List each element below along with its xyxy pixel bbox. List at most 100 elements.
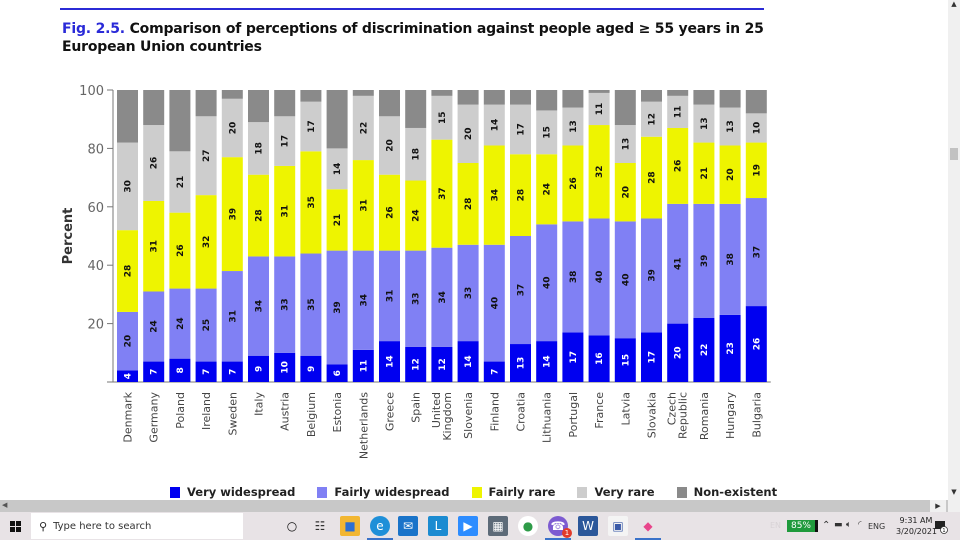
bar-stack: 20 41 26 11 <box>667 90 689 382</box>
data-label: 20 <box>124 335 134 348</box>
bar-stack: 7 40 34 14 <box>483 90 505 382</box>
data-label: 39 <box>648 269 658 282</box>
volume-icon[interactable]: 🔈︎ <box>846 520 852 530</box>
task-view-icon: ☷ <box>314 519 326 533</box>
bar-segment-non-existent <box>379 90 400 117</box>
taskbar-app-mail[interactable]: ✉ <box>398 516 418 536</box>
bar-stack: 23 38 20 13 <box>719 90 741 382</box>
taskbar-app-file-explorer[interactable]: ■ <box>340 516 360 536</box>
bar-segment-very-widespread <box>719 314 741 382</box>
data-label: 32 <box>595 165 605 178</box>
scroll-up-arrow-icon[interactable]: ▲ <box>951 0 957 8</box>
wifi-icon[interactable]: ◜ <box>858 520 862 530</box>
vertical-scroll-thumb[interactable] <box>950 148 958 160</box>
y-tick-label: 60 <box>87 201 104 216</box>
bar-segment-fairly-rare <box>300 151 322 254</box>
data-label: 23 <box>726 342 736 355</box>
bar-segment-very-widespread <box>274 352 296 382</box>
data-label: 13 <box>700 117 710 130</box>
data-label: 9 <box>255 366 265 372</box>
x-tick-label: Romania <box>698 392 711 440</box>
taskbar-app-chrome[interactable]: ● <box>518 516 538 536</box>
language-indicator[interactable]: ENG <box>868 522 886 531</box>
data-label: 28 <box>517 189 527 202</box>
legend-swatch <box>471 486 482 498</box>
bar-segment-very-rare <box>719 107 741 146</box>
bar-segment-very-rare <box>221 98 243 158</box>
bar-segment-fairly-widespread <box>641 218 662 333</box>
scroll-right-arrow-icon[interactable]: ▶ <box>930 500 946 512</box>
y-tick-label: 100 <box>79 84 104 99</box>
bar-segment-fairly-rare <box>431 139 453 248</box>
show-hidden-icons-chevron-icon[interactable]: ⌃ <box>822 520 831 531</box>
paint-icon: ◆ <box>643 519 653 533</box>
taskbar-app-edge[interactable]: e <box>367 516 393 540</box>
data-label: 9 <box>307 366 317 372</box>
taskbar-app-app-l[interactable]: L <box>428 516 448 536</box>
data-label: 20 <box>674 347 684 360</box>
data-label: 10 <box>281 361 291 374</box>
horizontal-scrollbar[interactable]: ◀ ▶ <box>0 500 948 512</box>
bar-segment-very-widespread <box>745 306 767 382</box>
bar-segment-very-widespread <box>379 341 400 382</box>
battery-indicator[interactable]: 85% <box>787 520 818 532</box>
bar-segment-non-existent <box>745 90 767 114</box>
bar-stack: 14 33 28 20 <box>457 90 479 382</box>
bar-segment-fairly-rare <box>693 142 715 204</box>
notification-center-button[interactable]: 1 <box>934 519 948 534</box>
data-label: 15 <box>438 111 448 124</box>
figure-label: Fig. 2.5. <box>62 21 125 37</box>
scroll-left-arrow-icon[interactable]: ◀ <box>2 501 8 509</box>
data-label: 21 <box>700 167 710 180</box>
bar-segment-fairly-rare <box>588 125 610 219</box>
bar-stack: 9 35 35 17 <box>300 90 322 382</box>
legend-item: Very rare <box>577 485 655 499</box>
clock-time: 9:31 AM <box>899 516 933 525</box>
taskbar-app-paint[interactable]: ◆ <box>635 516 661 540</box>
bar-segment-fairly-rare <box>221 157 243 272</box>
data-label: 11 <box>674 106 684 119</box>
taskbar-app-viber[interactable]: ☎ 1 <box>545 516 572 540</box>
bar-segment-very-widespread <box>405 346 427 382</box>
data-label: 40 <box>543 276 553 289</box>
bar-segment-non-existent <box>169 90 191 152</box>
bar-segment-very-widespread <box>536 341 558 382</box>
power-icon[interactable]: ▬ <box>834 520 843 530</box>
bar-segment-fairly-rare <box>405 180 427 251</box>
clock[interactable]: 9:31 AM 3/20/2021 <box>896 515 937 537</box>
data-label: 41 <box>674 257 684 270</box>
taskbar-app-cortana[interactable]: ○ <box>282 516 302 536</box>
scroll-down-arrow-icon[interactable]: ▼ <box>951 488 957 496</box>
taskbar-app-calculator[interactable]: ▦ <box>488 516 508 536</box>
data-label: 18 <box>412 148 422 161</box>
stacked-bar-chart: 20 40 60 80 100 Percent 4 20 28 30 7 24 31 26 8 24 26 21… <box>61 84 771 459</box>
data-label: 24 <box>412 209 422 222</box>
edge-icon: e <box>376 519 384 533</box>
taskbar-app-task-view[interactable]: ☷ <box>310 516 330 536</box>
bar-segment-non-existent <box>117 90 138 143</box>
taskbar-app-zoom[interactable]: ▶ <box>458 516 478 536</box>
taskbar-app-app-window[interactable]: ▣ <box>608 516 628 536</box>
data-label: 28 <box>648 171 658 184</box>
bar-segment-fairly-rare <box>143 200 165 292</box>
start-button[interactable] <box>0 512 30 540</box>
bar-segment-non-existent <box>143 90 165 126</box>
bar-segment-very-rare <box>510 104 531 155</box>
data-label: 35 <box>307 196 317 209</box>
data-label: 40 <box>621 274 631 287</box>
bar-segment-fairly-widespread <box>562 221 584 333</box>
taskbar-app-word[interactable]: W <box>578 516 598 536</box>
x-tick-label: Germany <box>148 392 161 443</box>
bar-segment-very-widespread <box>431 346 453 382</box>
data-label: 31 <box>150 240 160 253</box>
data-label: 22 <box>700 344 710 357</box>
y-tick-label: 80 <box>87 142 104 157</box>
data-label: 34 <box>438 291 448 304</box>
search-placeholder: Type here to search <box>53 520 152 532</box>
vertical-scrollbar[interactable]: ▲ ▼ <box>948 0 960 500</box>
bar-segment-fairly-rare <box>352 160 374 251</box>
bar-segment-fairly-rare <box>248 174 269 257</box>
taskbar-search-box[interactable]: ⚲ Type here to search <box>31 513 243 539</box>
data-label: 34 <box>490 189 500 202</box>
cortana-icon: ○ <box>286 519 298 533</box>
